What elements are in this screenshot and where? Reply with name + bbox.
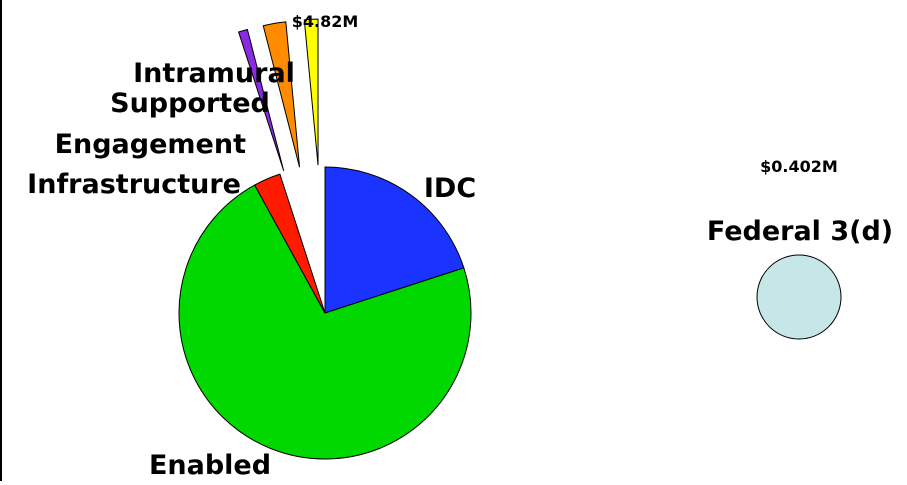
slice-label-supported: Supported [110,88,270,119]
pie-1-total-label: $4.82M [292,12,359,31]
pie-slice-infrastructure [253,173,326,314]
pie-1-slices [178,18,472,460]
pie-slice-enabled [178,184,472,460]
slice-label-engagement: Engagement [55,129,247,160]
slice-label-federal-3d: Federal 3(d) [707,216,893,247]
pie-slice-intramural [303,18,319,166]
slice-label-intramural: Intramural [133,58,295,89]
pie-slice-engagement [237,28,285,172]
pie-slice-idc [324,166,465,314]
pie-slice-federal-3-d [756,254,842,340]
pie-slice-supported [262,21,301,168]
pie-2-slices [756,254,842,340]
slice-label-idc: IDC [424,173,476,204]
slice-label-infrastructure: Infrastructure [27,169,241,200]
pie-2-total-label: $0.402M [760,157,838,176]
slice-label-enabled: Enabled [149,450,271,481]
left-border-line [0,0,2,481]
